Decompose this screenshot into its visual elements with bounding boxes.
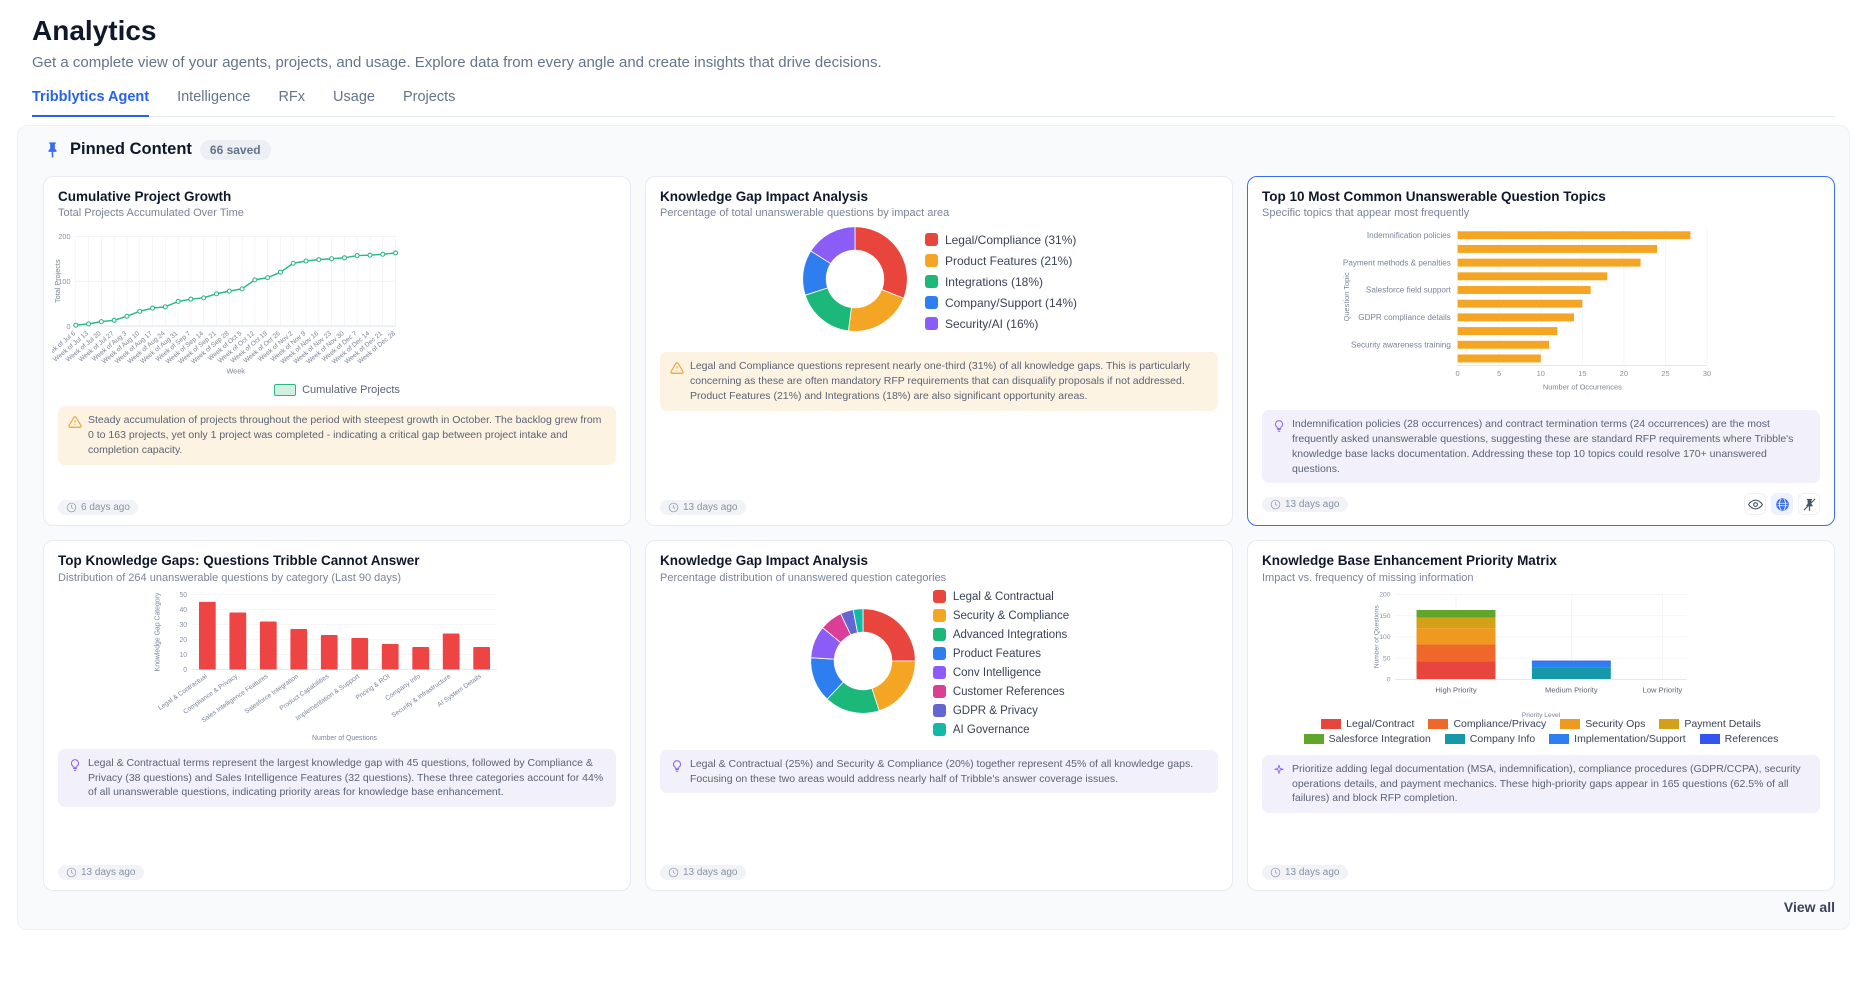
svg-text:30: 30 — [179, 622, 187, 629]
svg-text:0: 0 — [1387, 677, 1391, 684]
svg-text:Number of Questions: Number of Questions — [1373, 605, 1380, 669]
svg-text:50: 50 — [179, 592, 187, 599]
svg-text:25: 25 — [1661, 370, 1669, 379]
svg-text:Compliance & Privacy: Compliance & Privacy — [182, 673, 239, 716]
svg-text:Payment methods & penalties: Payment methods & penalties — [1343, 259, 1451, 268]
svg-text:15: 15 — [1578, 370, 1586, 379]
svg-text:Security awareness training: Security awareness training — [1351, 341, 1451, 350]
svg-text:Product Capabilities: Product Capabilities — [278, 673, 331, 713]
svg-text:50: 50 — [1383, 656, 1391, 663]
svg-text:10: 10 — [179, 652, 187, 659]
svg-text:Knowledge Gap Category: Knowledge Gap Category — [155, 592, 162, 671]
svg-text:0: 0 — [1456, 370, 1460, 379]
svg-text:150: 150 — [1379, 613, 1390, 620]
svg-text:0: 0 — [183, 667, 187, 674]
svg-text:10: 10 — [1537, 370, 1545, 379]
svg-text:0: 0 — [66, 322, 70, 331]
svg-text:Number of Occurrences: Number of Occurrences — [1543, 383, 1622, 392]
svg-text:200: 200 — [1379, 592, 1390, 599]
svg-text:5: 5 — [1497, 370, 1501, 379]
svg-text:Total Projects: Total Projects — [53, 260, 62, 304]
svg-text:Indemnification policies: Indemnification policies — [1367, 231, 1451, 240]
svg-text:Number of Questions: Number of Questions — [312, 735, 378, 742]
svg-text:40: 40 — [179, 607, 187, 614]
svg-text:200: 200 — [58, 232, 70, 241]
svg-text:Medium Priority: Medium Priority — [1545, 686, 1598, 695]
svg-text:GDPR compliance details: GDPR compliance details — [1358, 314, 1451, 323]
svg-text:Salesforce field support: Salesforce field support — [1366, 286, 1452, 295]
svg-text:100: 100 — [1379, 634, 1390, 641]
svg-text:Week: Week — [226, 367, 245, 376]
svg-text:Salesforce Integration: Salesforce Integration — [244, 673, 301, 716]
svg-text:20: 20 — [1620, 370, 1628, 379]
svg-text:Question Topic: Question Topic — [1342, 273, 1351, 322]
svg-text:30: 30 — [1703, 370, 1711, 379]
svg-text:Low Priority: Low Priority — [1643, 686, 1683, 695]
svg-text:20: 20 — [179, 637, 187, 644]
svg-text:Security & Infrastructure: Security & Infrastructure — [391, 673, 453, 719]
svg-text:High Priority: High Priority — [1435, 686, 1476, 695]
svg-text:Legal & Contractual: Legal & Contractual — [157, 673, 209, 712]
